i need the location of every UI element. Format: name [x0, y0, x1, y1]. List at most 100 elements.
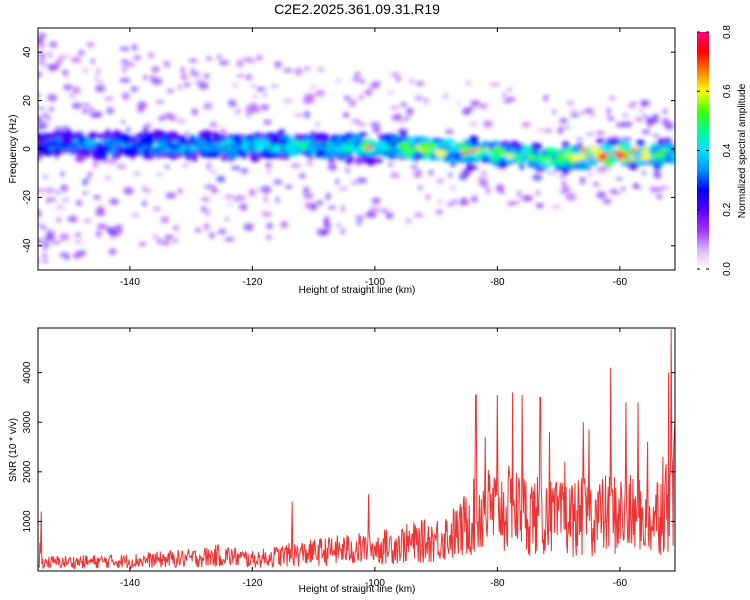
spectrogram-cell: [584, 108, 594, 114]
spectrogram-cell: [151, 66, 160, 73]
spectrogram-cell: [74, 232, 82, 237]
spectrogram-cell: [536, 190, 540, 196]
spectrogram-cell: [522, 194, 533, 202]
spectrogram-cell: [500, 187, 504, 194]
spectrogram-cell: [75, 154, 85, 163]
spectrogram-cell: [221, 153, 226, 162]
spectrogram-cell: [265, 234, 272, 241]
spectrogram-hotspot: [468, 149, 477, 154]
spectrogram-cell: [315, 90, 326, 97]
spectrogram-y-tick-label: 40: [22, 46, 33, 58]
spectrogram-cell: [84, 176, 92, 180]
spectrogram-cell: [138, 242, 147, 247]
colorbar-tick-label: 0.6: [722, 84, 733, 98]
spectrogram-cell: [355, 154, 368, 158]
spectrogram-cell: [354, 71, 361, 76]
spectrogram-cell: [481, 156, 491, 163]
spectrogram-cell: [267, 170, 271, 174]
spectrogram-cell: [336, 79, 341, 84]
spectrogram-cell: [122, 65, 127, 74]
spectrogram-cell: [386, 91, 394, 94]
spectrogram-cell: [664, 146, 670, 150]
spectrogram-cell: [42, 246, 47, 252]
spectrogram-cell: [263, 195, 268, 203]
spectrogram-hotspot: [542, 156, 551, 161]
spectrogram-cell: [76, 142, 82, 150]
spectrogram-cell: [404, 149, 412, 155]
spectrogram-cell: [151, 78, 163, 85]
spectrogram-cell: [492, 141, 499, 146]
spectrogram-cell: [605, 152, 613, 158]
spectrogram-cell: [325, 142, 334, 147]
spectrogram-cell: [370, 153, 379, 157]
spectrogram-cell: [562, 147, 575, 155]
spectrogram-cell: [399, 130, 406, 138]
spectrogram-cell: [621, 186, 626, 192]
spectrogram-cell: [96, 68, 100, 76]
spectrogram-cell: [595, 138, 605, 144]
spectrogram-cell: [142, 185, 147, 192]
spectrogram-cell: [55, 205, 66, 209]
spectrogram-cell: [185, 149, 193, 154]
spectrogram-cell: [479, 103, 488, 109]
spectrogram-cell: [123, 187, 134, 195]
spectrogram-y-tick-label: 0: [22, 146, 33, 152]
spectrogram-cell: [182, 164, 189, 167]
spectrogram-cell: [275, 196, 280, 204]
spectrogram-cell: [208, 150, 215, 156]
snr-x-axis-label: Height of straight line (km): [299, 584, 416, 595]
spectrogram-cell: [559, 173, 566, 179]
spectrogram-cell: [622, 162, 630, 166]
spectrogram-cell: [38, 106, 45, 110]
spectrogram-cell: [42, 241, 50, 248]
spectrogram-cell: [78, 50, 85, 56]
spectrogram-cell: [516, 147, 522, 154]
spectrogram-cell: [446, 201, 455, 207]
spectrogram-cell: [129, 150, 136, 155]
spectrogram-cell: [450, 161, 456, 167]
spectrogram-cell: [210, 170, 217, 174]
spectrogram-cell: [126, 126, 131, 133]
spectrogram-cell: [49, 106, 54, 113]
spectrogram-heatmap: [38, 32, 675, 264]
spectrogram-cell: [119, 77, 131, 83]
spectrogram-cell: [42, 146, 47, 151]
spectrogram-cell: [96, 205, 105, 214]
snr-y-tick-label: 2000: [22, 460, 33, 483]
spectrogram-cell: [461, 168, 473, 176]
spectrogram-cell: [659, 186, 670, 190]
spectrogram-cell: [627, 104, 636, 108]
spectrogram-cell: [475, 153, 481, 159]
spectrogram-cell: [565, 164, 576, 170]
spectrogram-cell: [216, 54, 222, 60]
colorbar: 0.0 0.2 0.4 0.6 0.8 Normalized spectral ampl…: [697, 25, 748, 276]
spectrogram-cell: [433, 138, 446, 143]
spectrogram-cell: [213, 152, 220, 158]
spectrogram-cell: [558, 118, 569, 124]
spectrogram-cell: [444, 156, 453, 160]
spectrogram-cell: [72, 86, 81, 94]
spectrogram-cell: [378, 134, 383, 140]
spectrogram-cell: [194, 139, 207, 145]
spectrogram-cell: [652, 143, 660, 149]
spectrogram-cell: [321, 134, 328, 139]
spectrogram-cell: [465, 164, 478, 170]
spectrogram-cell: [247, 144, 253, 150]
snr-series-line: [38, 328, 675, 570]
spectrogram-cell: [110, 146, 118, 154]
spectrogram-cell: [164, 165, 170, 169]
spectrogram-cell: [249, 134, 260, 139]
spectrogram-cell: [469, 138, 479, 146]
spectrogram-cell: [442, 94, 450, 98]
spectrogram-cell: [42, 113, 49, 118]
spectrogram-cell: [205, 208, 210, 216]
spectrogram-cell: [351, 119, 361, 124]
spectrogram-cell: [609, 189, 618, 195]
spectrogram-cell: [485, 186, 491, 195]
spectrogram-cell: [315, 122, 320, 127]
spectrogram-cell: [131, 143, 140, 152]
spectrogram-cell: [445, 129, 454, 135]
spectrogram-cell: [191, 154, 198, 162]
spectrogram-cell: [418, 184, 422, 191]
spectrogram-cell: [236, 108, 241, 115]
